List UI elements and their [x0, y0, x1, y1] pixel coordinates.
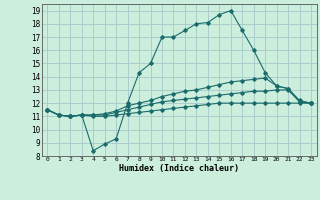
X-axis label: Humidex (Indice chaleur): Humidex (Indice chaleur) — [119, 164, 239, 173]
